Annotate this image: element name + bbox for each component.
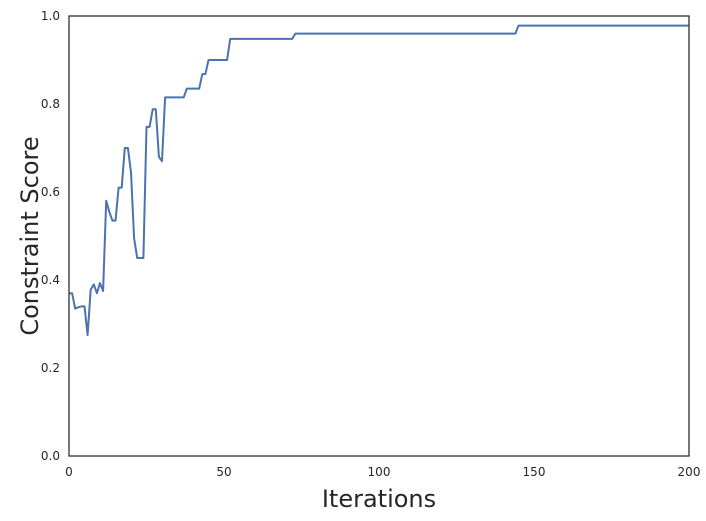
plot-marks: [69, 24, 689, 336]
plot-frame: [68, 15, 690, 457]
y-tick-label: 0.0: [41, 449, 60, 463]
tick-labels: 0 50 100 150 200 0.0 0.2 0.4 0.6 0.8 1.0: [41, 9, 701, 479]
y-tick-label: 0.6: [41, 185, 60, 199]
y-axis-title: Constraint Score: [16, 136, 44, 335]
x-tick-label: 50: [216, 465, 231, 479]
x-axis-title: Iterations: [322, 485, 436, 513]
y-tick-label: 0.8: [41, 97, 60, 111]
x-tick-label: 150: [523, 465, 546, 479]
x-tick-label: 100: [368, 465, 391, 479]
x-tick-label: 200: [678, 465, 701, 479]
y-tick-label: 1.0: [41, 9, 60, 23]
x-tick-label: 0: [65, 465, 73, 479]
y-tick-label: 0.4: [41, 273, 60, 287]
series-line-0: [69, 24, 689, 336]
y-tick-label: 0.2: [41, 361, 60, 375]
